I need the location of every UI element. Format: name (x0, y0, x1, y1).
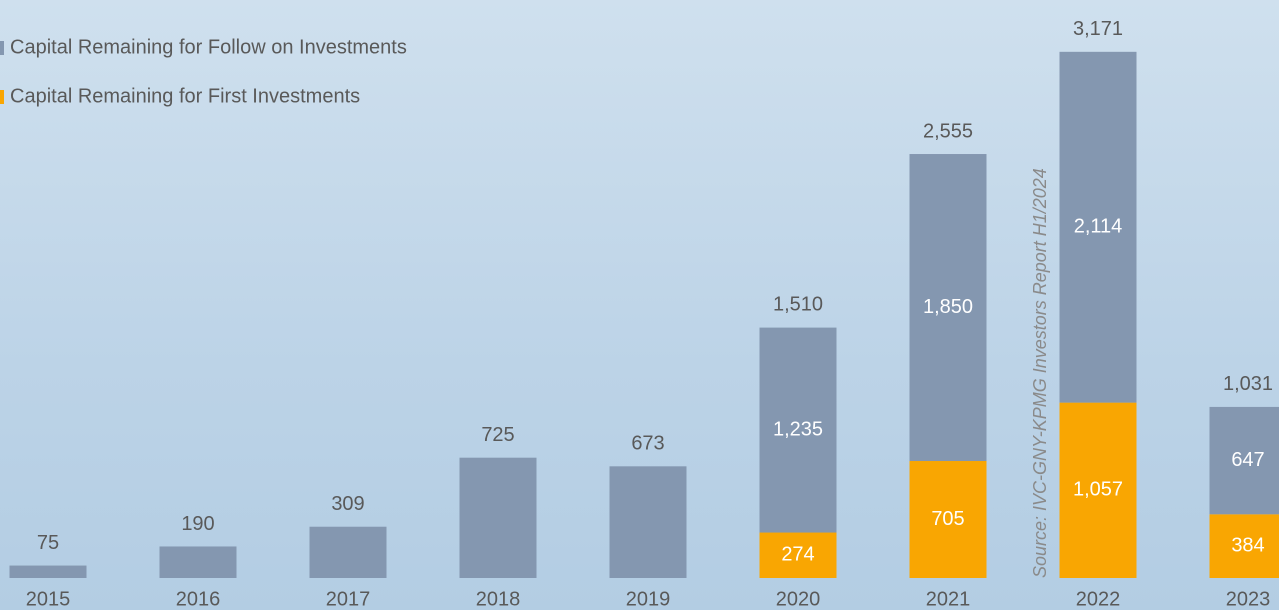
segment-label: 647 (1231, 449, 1264, 471)
x-tick-label: 2022 (1076, 588, 1121, 610)
segment-label: 1,235 (773, 418, 823, 440)
segment-label: 2,114 (1074, 215, 1123, 237)
x-tick-label: 2021 (926, 588, 971, 610)
bar-segment (459, 457, 537, 578)
legend-label: Capital Remaining for First Investments (10, 85, 360, 107)
total-label: 2,555 (923, 120, 973, 142)
x-tick-label: 2018 (476, 588, 521, 610)
legend-label: Capital Remaining for Follow on Investme… (10, 36, 407, 58)
legend-swatch (0, 41, 4, 55)
x-tick-label: 2015 (26, 588, 71, 610)
bar-segment (759, 532, 837, 578)
bar-segment (1209, 514, 1279, 578)
total-label: 75 (37, 532, 59, 554)
bar-segment (909, 154, 987, 462)
segment-label: 274 (781, 544, 814, 566)
bar-segment (1209, 406, 1279, 515)
segment-label: 384 (1231, 534, 1264, 556)
x-tick-label: 2023 (1226, 588, 1271, 610)
x-tick-label: 2019 (626, 588, 671, 610)
segment-label: 1,057 (1073, 479, 1123, 501)
total-label: 190 (181, 513, 214, 535)
bar-segment (9, 565, 87, 578)
segment-label: 1,850 (923, 296, 973, 318)
total-label: 3,171 (1073, 18, 1123, 40)
x-tick-label: 2017 (326, 588, 371, 610)
total-label: 1,510 (773, 294, 823, 316)
total-label: 673 (631, 433, 664, 455)
legend-swatch (0, 90, 4, 104)
bar-segment (1059, 51, 1137, 403)
source-note: Source: IVC-GNY-KPMG Investors Report H1… (1030, 168, 1050, 578)
total-label: 309 (331, 493, 364, 515)
bar-segment (1059, 402, 1137, 578)
bar-segment (159, 546, 237, 578)
total-label: 725 (481, 424, 514, 446)
x-tick-label: 2016 (176, 588, 221, 610)
total-label: 1,031 (1223, 373, 1273, 395)
bar-segment (609, 466, 687, 578)
bar-segment (309, 526, 387, 578)
bar-segment (759, 327, 837, 533)
bar-segment (909, 461, 987, 578)
segment-label: 705 (931, 508, 964, 530)
x-tick-label: 2020 (776, 588, 821, 610)
